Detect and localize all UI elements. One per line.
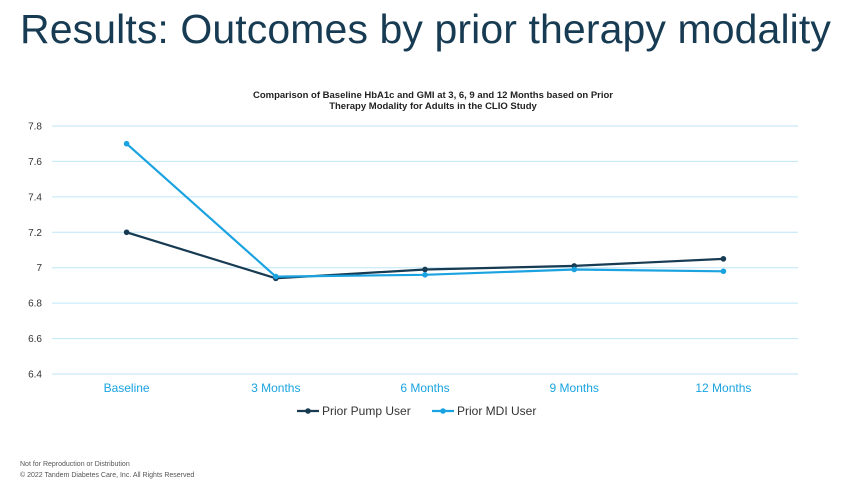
legend-swatch-marker: [440, 408, 446, 414]
x-tick-label: 3 Months: [251, 381, 300, 395]
y-tick-label: 7.2: [28, 228, 42, 239]
data-point: [422, 272, 428, 278]
y-tick-label: 6.4: [28, 370, 42, 381]
data-point: [720, 256, 727, 262]
x-tick-label: 12 Months: [695, 381, 751, 395]
chart-title-line: Comparison of Baseline HbA1c and GMI at …: [253, 90, 613, 101]
legend-label: Prior MDI User: [457, 404, 536, 418]
y-tick-label: 7.8: [28, 122, 42, 133]
y-tick-label: 7: [36, 263, 42, 274]
x-tick-label: 6 Months: [400, 381, 449, 395]
line-chart: Comparison of Baseline HbA1c and GMI at …: [28, 90, 798, 418]
y-tick-label: 7.6: [28, 157, 42, 168]
footer-copyright: © 2022 Tandem Diabetes Care, Inc. All Ri…: [20, 472, 195, 479]
y-tick-label: 7.4: [28, 192, 42, 203]
legend-swatch-marker: [305, 408, 311, 414]
data-point: [123, 140, 130, 147]
data-point: [422, 266, 428, 273]
series-line: [125, 142, 724, 278]
data-point: [571, 266, 577, 273]
y-tick-label: 6.6: [28, 334, 42, 345]
data-point: [720, 268, 727, 275]
footer-disclaimer: Not for Reproduction or Distribution: [20, 461, 130, 468]
slide-title: Results: Outcomes by prior therapy modal…: [20, 6, 831, 52]
data-point: [273, 273, 279, 280]
x-tick-label: 9 Months: [550, 381, 599, 395]
y-tick-label: 6.8: [28, 299, 42, 310]
x-tick-label: Baseline: [104, 381, 150, 395]
data-point: [123, 229, 130, 236]
chart-title-line: Therapy Modality for Adults in the CLIO …: [329, 101, 537, 112]
legend-label: Prior Pump User: [322, 404, 411, 418]
